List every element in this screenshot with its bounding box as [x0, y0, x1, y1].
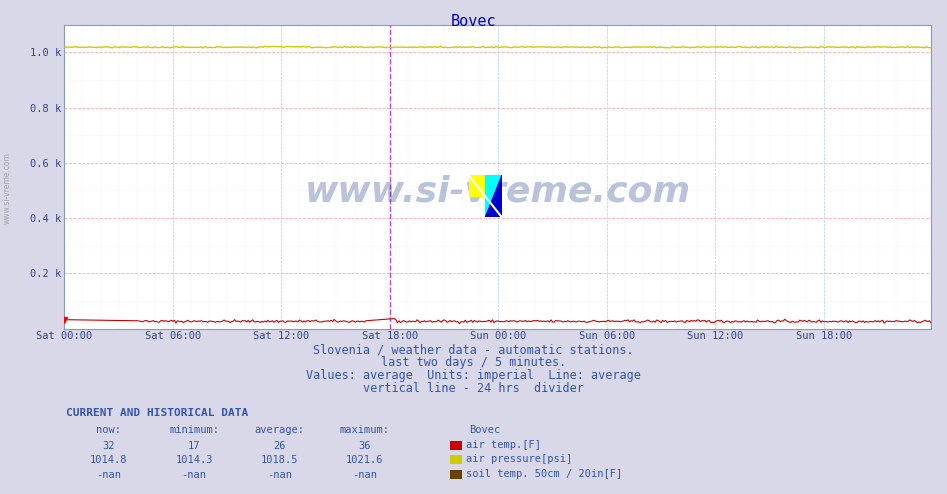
Text: 1014.3: 1014.3 — [175, 455, 213, 465]
Text: -nan: -nan — [352, 470, 377, 480]
Text: -nan: -nan — [97, 470, 121, 480]
Text: vertical line - 24 hrs  divider: vertical line - 24 hrs divider — [363, 382, 584, 395]
Text: 32: 32 — [102, 441, 116, 451]
Text: 26: 26 — [273, 441, 286, 451]
Text: last two days / 5 minutes.: last two days / 5 minutes. — [381, 356, 566, 369]
Text: 36: 36 — [358, 441, 371, 451]
Text: 17: 17 — [188, 441, 201, 451]
Text: 1018.5: 1018.5 — [260, 455, 298, 465]
Text: 1021.6: 1021.6 — [346, 455, 384, 465]
Text: minimum:: minimum: — [170, 425, 219, 435]
Text: air pressure[psi]: air pressure[psi] — [466, 454, 572, 464]
Text: maximum:: maximum: — [340, 425, 389, 435]
Text: Values: average  Units: imperial  Line: average: Values: average Units: imperial Line: av… — [306, 369, 641, 382]
Text: -nan: -nan — [267, 470, 292, 480]
Polygon shape — [486, 175, 502, 217]
Text: now:: now: — [97, 425, 121, 435]
Text: -nan: -nan — [182, 470, 206, 480]
Polygon shape — [469, 175, 486, 197]
Text: Bovec: Bovec — [469, 425, 500, 435]
Polygon shape — [486, 175, 502, 217]
Text: www.si-vreme.com: www.si-vreme.com — [3, 152, 12, 224]
Text: Slovenia / weather data - automatic stations.: Slovenia / weather data - automatic stat… — [313, 343, 634, 356]
Text: CURRENT AND HISTORICAL DATA: CURRENT AND HISTORICAL DATA — [66, 408, 248, 417]
Text: www.si-vreme.com: www.si-vreme.com — [305, 175, 690, 209]
Text: Bovec: Bovec — [451, 14, 496, 29]
Text: average:: average: — [255, 425, 304, 435]
Text: air temp.[F]: air temp.[F] — [466, 440, 541, 450]
Text: soil temp. 50cm / 20in[F]: soil temp. 50cm / 20in[F] — [466, 469, 622, 479]
Text: 1014.8: 1014.8 — [90, 455, 128, 465]
